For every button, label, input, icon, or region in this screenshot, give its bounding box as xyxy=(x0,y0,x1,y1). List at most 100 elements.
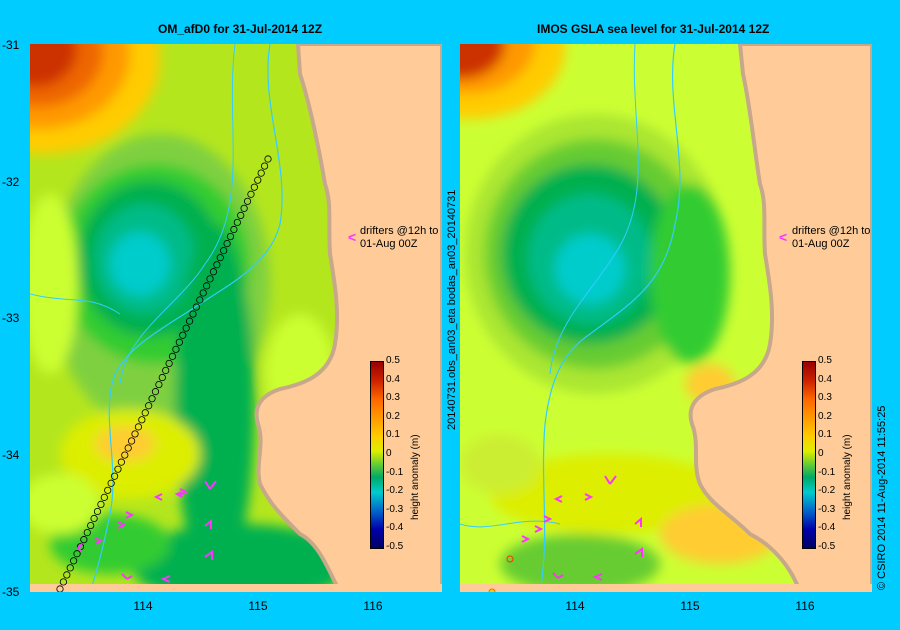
drifter-track-point xyxy=(114,465,122,473)
right-map-panel xyxy=(460,44,872,592)
drifter-track-point xyxy=(121,451,129,459)
drifter-track-point xyxy=(148,395,156,403)
drifter-track-point xyxy=(216,254,224,262)
drifter-track-point xyxy=(257,169,265,177)
drifter-legend-arrow-icon: < xyxy=(779,229,788,245)
x-tick-label: 116 xyxy=(363,599,383,613)
x-tick-label: 115 xyxy=(248,599,268,613)
drifter-track-point xyxy=(185,317,194,325)
drifter-track-point xyxy=(100,493,108,501)
x-tick-label: 114 xyxy=(565,599,585,613)
left-drifter-annotation: drifters @12h to 01-Aug 00Z xyxy=(360,225,439,250)
y-tick-label: -35 xyxy=(2,585,20,599)
drifter-arrows xyxy=(76,480,217,583)
colorbar-tick-label: -0.3 xyxy=(386,503,404,515)
colorbar-tick-label: -0.4 xyxy=(818,522,836,534)
colorbar-tick-label: 0.2 xyxy=(386,410,400,422)
drifter-track-point xyxy=(124,444,132,452)
drifter-track-point xyxy=(151,388,160,396)
left-colorbar xyxy=(370,361,384,549)
drifter-track-point xyxy=(63,571,71,579)
drifter-track-point xyxy=(107,479,115,487)
x-tick-label: 116 xyxy=(795,599,815,613)
left-map xyxy=(30,44,442,592)
y-tick-label: -34 xyxy=(2,448,20,462)
colorbar-tick-label: 0.1 xyxy=(386,429,400,441)
colorbar-tick-label: 0.5 xyxy=(818,355,832,366)
drifter-track xyxy=(56,155,272,592)
colorbar-tick-label: -0.2 xyxy=(818,485,836,497)
left-colorbar-label: height anomaly (m) xyxy=(410,434,421,520)
drifter-legend-arrow-icon: < xyxy=(348,229,357,245)
drifter-track-point xyxy=(104,486,112,494)
drifter-track-point xyxy=(70,557,78,565)
drifter-track-point xyxy=(206,275,214,283)
drifter-track-point xyxy=(141,409,149,417)
drifter-track-point xyxy=(226,232,235,241)
right-drifter-annotation: drifters @12h to 01-Aug 00Z xyxy=(792,225,871,250)
drifter-track-point xyxy=(83,529,91,537)
drifter-track-point xyxy=(250,183,258,191)
drifter-track-point xyxy=(117,458,125,466)
drifter-track-point xyxy=(66,564,74,572)
drifter-track-point xyxy=(199,289,207,297)
colorbar-tick-label: -0.1 xyxy=(386,466,404,478)
drifter-track-point xyxy=(134,423,143,431)
drifter-track-point xyxy=(243,197,252,205)
drifter-track-point xyxy=(138,416,146,424)
drifter-track-point xyxy=(128,437,136,445)
drifter-track-point xyxy=(237,211,245,219)
drifter-track-point xyxy=(247,190,255,198)
y-tick-label: -31 xyxy=(2,38,20,52)
drifter-track-point xyxy=(145,402,153,410)
drifter-arrows xyxy=(521,475,643,581)
drifter-track-point xyxy=(220,247,228,255)
colorbar-tick-label: -0.3 xyxy=(818,503,836,515)
left-panel-title: OM_afD0 for 31-Jul-2014 12Z xyxy=(158,22,323,36)
left-map-panel xyxy=(30,44,442,592)
drifter-track-point xyxy=(110,472,119,480)
drifter-track-point xyxy=(192,303,200,311)
drifter-track-point xyxy=(189,310,197,318)
drifter-track-point xyxy=(131,430,139,438)
colorbar-tick-label: 0.4 xyxy=(818,373,832,385)
drifter-track-point xyxy=(158,373,166,382)
colorbar-tick-label: -0.2 xyxy=(386,485,404,497)
drifter-track-point xyxy=(223,239,231,248)
drifter-track-point xyxy=(230,225,238,234)
drifter-track-point xyxy=(80,536,88,544)
colorbar-tick-label: -0.5 xyxy=(386,541,404,552)
x-tick-label: 115 xyxy=(680,599,700,613)
colorbar-tick-label: -0.4 xyxy=(386,522,404,534)
drifter-track-point xyxy=(59,578,68,586)
drifter-track-point xyxy=(209,268,218,276)
drifter-track-point xyxy=(254,176,262,184)
y-tick-label: -33 xyxy=(2,311,20,325)
drifter-track-point xyxy=(240,204,248,212)
drifter-track-point xyxy=(168,352,177,360)
x-tick-label: 114 xyxy=(133,599,153,613)
y-tick-label: -32 xyxy=(2,175,20,189)
drifter-track-point xyxy=(264,155,272,163)
drifter-track-point xyxy=(155,380,163,389)
colorbar-tick-label: -0.1 xyxy=(818,466,836,478)
drifter-track-point xyxy=(182,324,190,332)
drifter-track-point xyxy=(233,218,241,227)
drifter-track-point xyxy=(172,345,180,353)
colorbar-tick-label: 0.4 xyxy=(386,373,400,385)
drifter-track-point xyxy=(203,282,211,290)
drifter-track-point xyxy=(90,514,98,523)
drifter-track-point xyxy=(260,162,269,170)
colorbar-tick-label: 0.5 xyxy=(386,355,400,366)
colorbar-tick-label: 0.1 xyxy=(818,429,832,441)
drifter-track-point xyxy=(175,338,183,346)
drifter-track-point xyxy=(165,359,173,368)
right-map xyxy=(460,44,872,592)
drifter-track-point xyxy=(73,550,81,558)
colorbar-tick-label: -0.5 xyxy=(818,541,836,552)
drifter-track-point xyxy=(162,366,170,375)
right-colorbar xyxy=(802,361,816,549)
drifter-track-point xyxy=(93,507,102,516)
drifter-track-point xyxy=(179,331,187,339)
colorbar-tick-label: 0.3 xyxy=(818,392,832,404)
